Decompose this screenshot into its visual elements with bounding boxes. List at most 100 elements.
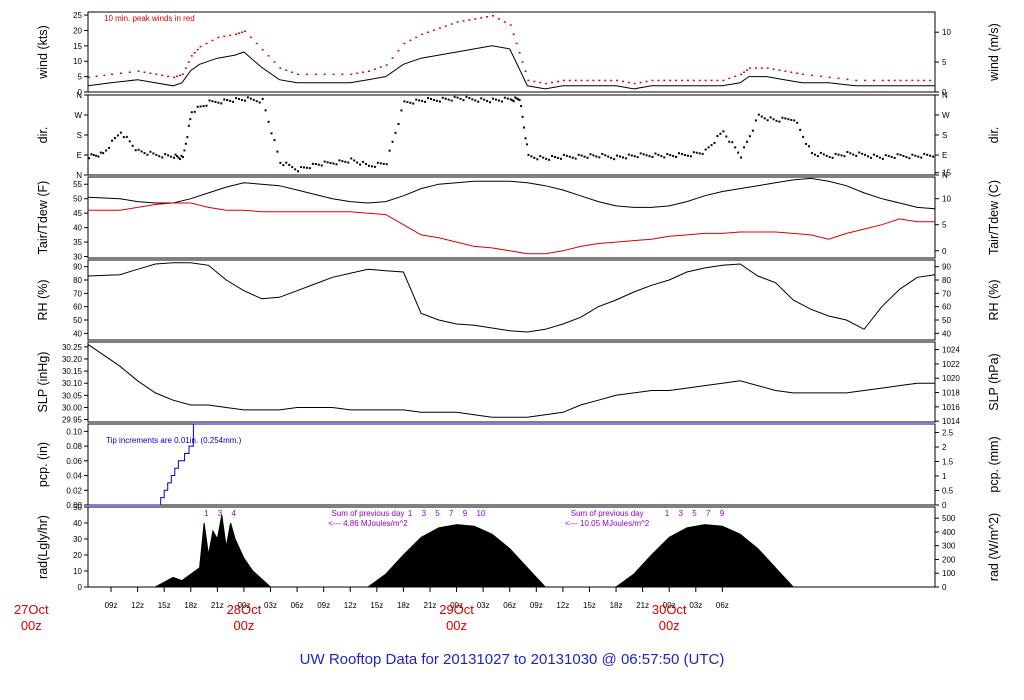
- peak-wind-mark: [323, 73, 326, 76]
- slp-left-tick-label: 29.95: [62, 416, 83, 425]
- dir-point: [88, 157, 90, 160]
- wind-line: [87, 45, 935, 90]
- peak-wind-mark: [740, 73, 743, 76]
- peak-wind-mark: [249, 36, 252, 39]
- dir-point: [722, 130, 725, 133]
- rad-right-tick-label: 400: [942, 528, 956, 537]
- dir-point: [468, 97, 471, 100]
- rad-right-tick-label: 300: [942, 542, 956, 551]
- slp-left-tick-label: 30.15: [62, 367, 83, 376]
- dir-point: [344, 160, 347, 163]
- dir-point: [707, 146, 710, 149]
- dir-point: [551, 155, 554, 158]
- start-label-hour: 00z: [21, 618, 42, 633]
- pcp-right-tick-label: 0: [942, 501, 947, 510]
- dir-point: [598, 156, 601, 159]
- temp-left-tick-label: 35: [73, 238, 82, 247]
- temp-left-tick-label: 40: [73, 224, 82, 233]
- pcp-left-tick-label: 0.08: [66, 442, 82, 451]
- pcp-left-tick-label: 0.04: [66, 472, 82, 481]
- dir-point: [554, 156, 557, 158]
- dir-point: [884, 154, 887, 157]
- peak-wind-mark: [819, 75, 822, 78]
- wind-left-tick-label: 15: [73, 42, 82, 51]
- peak-wind-mark: [790, 71, 793, 73]
- peak-wind-mark: [184, 67, 187, 69]
- peak-wind-mark: [748, 67, 751, 69]
- dir-point: [604, 154, 607, 157]
- peak-wind-mark: [456, 21, 459, 23]
- dir-point: [618, 155, 621, 158]
- dir-left-tick-label: N: [76, 171, 82, 180]
- wind-right-tick-label: 0: [942, 88, 947, 97]
- dir-point: [146, 153, 149, 156]
- peak-wind-mark: [784, 70, 787, 72]
- slp-right-tick-label: 1016: [942, 403, 960, 412]
- dir-point: [302, 166, 305, 169]
- pcp-right-tick-label: 2: [942, 443, 947, 452]
- rh-left-tick-label: 70: [73, 289, 82, 298]
- slp-left-axis-label: SLP (inHg): [36, 352, 50, 413]
- dir-point: [754, 119, 757, 122]
- peak-wind-mark: [651, 79, 654, 82]
- dir-point: [778, 120, 781, 123]
- dir-point: [663, 156, 666, 159]
- peak-wind-mark: [432, 29, 435, 31]
- dir-point: [639, 152, 642, 155]
- dir-point: [737, 151, 740, 154]
- rad-hour-mark: 9: [720, 509, 725, 518]
- peak-wind-mark: [568, 79, 571, 82]
- peak-wind-mark: [223, 35, 226, 38]
- dir-point: [828, 156, 831, 159]
- time-tick-label: 00z: [450, 601, 463, 610]
- dir-point: [441, 96, 444, 99]
- dir-point: [429, 98, 432, 100]
- dir-point: [370, 165, 373, 168]
- peak-wind-mark: [279, 67, 282, 69]
- dir-point: [914, 154, 917, 157]
- dir-point: [813, 153, 816, 156]
- dir-point: [500, 100, 503, 103]
- dir-point: [926, 153, 929, 156]
- peak-wind-mark: [515, 42, 518, 45]
- peak-wind-mark: [103, 74, 106, 77]
- dir-point: [636, 156, 639, 159]
- peak-wind-mark: [497, 18, 500, 20]
- dir-point: [802, 135, 805, 138]
- dir-point: [852, 153, 855, 156]
- dir-point: [775, 119, 778, 122]
- dir-panel-frame: [87, 94, 936, 176]
- dir-point: [571, 156, 574, 159]
- peak-wind-mark: [766, 67, 769, 69]
- time-tick-label: 12z: [344, 601, 357, 610]
- peak-wind-mark: [512, 33, 515, 36]
- pcp-left-axis-label: pcp. (in): [36, 442, 50, 487]
- dir-point: [450, 99, 453, 102]
- slp-left-tick-label: 30.05: [62, 391, 83, 400]
- pcp-right-tick-label: 1: [942, 472, 947, 481]
- peak-wind-mark: [796, 72, 799, 75]
- slp-right-tick-label: 1020: [942, 374, 960, 383]
- dir-point: [509, 98, 512, 101]
- wind-left-tick-label: 10: [73, 57, 82, 66]
- dir-point: [279, 161, 282, 164]
- dir-point: [338, 159, 341, 162]
- dir-point: [189, 118, 192, 121]
- peak-wind-mark: [438, 27, 441, 29]
- dir-point: [480, 97, 483, 100]
- dir-point: [362, 160, 365, 163]
- dir-point: [514, 96, 517, 99]
- dir-left-tick-label: W: [74, 111, 82, 120]
- dir-right-tick-label: N: [942, 171, 948, 180]
- peak-wind-mark: [373, 68, 376, 70]
- dir-point: [376, 161, 379, 164]
- peak-wind-mark: [503, 21, 506, 23]
- peak-wind-mark: [745, 69, 748, 71]
- slp-right-axis-label: SLP (hPa): [987, 353, 1001, 410]
- dir-point: [226, 99, 229, 101]
- rh-right-tick-label: 60: [942, 303, 951, 312]
- time-tick-label: 00z: [663, 601, 676, 610]
- dir-point: [264, 109, 267, 112]
- peak-wind-mark: [855, 79, 858, 82]
- dir-point: [184, 142, 187, 145]
